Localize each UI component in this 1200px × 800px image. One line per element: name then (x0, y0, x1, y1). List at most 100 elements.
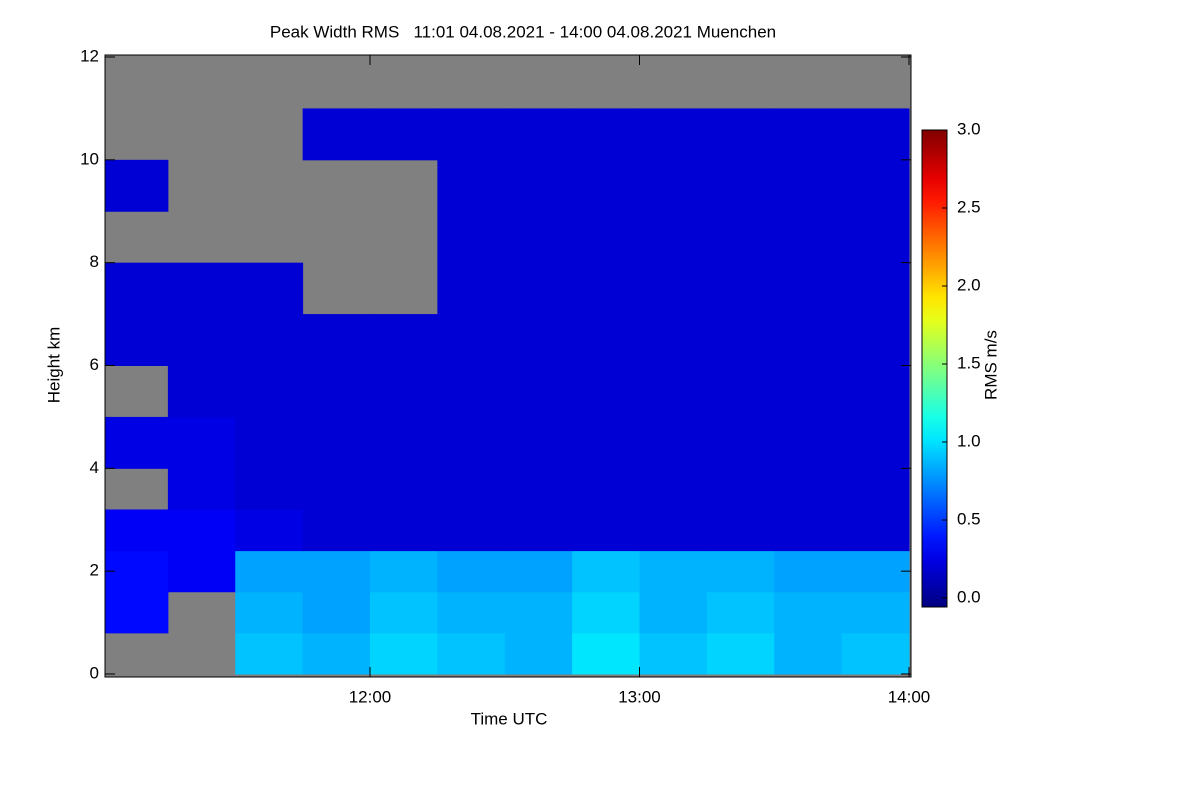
heatmap-cell (706, 314, 775, 366)
colorbar-tick-label: 2.5 (957, 197, 981, 216)
heatmap-cell (504, 108, 573, 161)
heatmap-cell (706, 262, 775, 315)
heatmap-cell (437, 468, 506, 510)
heatmap-cell (706, 416, 775, 469)
heatmap-cell (504, 509, 573, 552)
heatmap-cell (235, 365, 304, 418)
heatmap-cell (706, 591, 775, 634)
colorbar-tick-label: 2.0 (957, 275, 981, 294)
colorbar-label: RMS m/s (981, 330, 1000, 400)
heatmap-cell (369, 632, 438, 675)
heatmap-cell (369, 416, 438, 469)
y-tick-label: 12 (80, 46, 99, 65)
heatmap-cell (105, 314, 169, 366)
heatmap-cell (504, 468, 573, 510)
heatmap-cell (437, 211, 506, 264)
heatmap-cell (841, 314, 910, 366)
heatmap-cell (167, 314, 236, 366)
heatmap-cell (504, 314, 573, 366)
heatmap-cell (437, 314, 506, 366)
heatmap-cell (572, 262, 640, 315)
heatmap-cell (235, 632, 304, 675)
heatmap-cell (504, 159, 573, 212)
y-tick-label: 8 (90, 252, 99, 271)
heatmap-cell (437, 509, 506, 552)
heatmap-cell (235, 262, 304, 315)
heatmap-cell (841, 468, 910, 510)
heatmap-cell (105, 159, 169, 212)
colorbar-tick-label: 1.0 (957, 431, 981, 450)
heatmap-cell (235, 509, 304, 552)
heatmap-cell (774, 632, 843, 675)
heatmap-cell (572, 632, 640, 675)
heatmap-cell (841, 159, 910, 212)
heatmap-cell (504, 550, 573, 593)
heatmap-cell (774, 509, 843, 552)
heatmap-cell (572, 211, 640, 264)
heatmap-cell (639, 314, 708, 366)
colorbar (921, 129, 948, 608)
heatmap-cell (639, 591, 708, 634)
chart-title: Peak Width RMS 11:01 04.08.2021 - 14:00 … (270, 22, 776, 41)
heatmap-cell (774, 550, 843, 593)
heatmap-cell (841, 365, 910, 418)
heatmap-cell (572, 509, 640, 552)
heatmap-cell (437, 262, 506, 315)
heatmap-cell (706, 211, 775, 264)
y-axis-label: Height km (44, 327, 63, 404)
heatmap-cell (167, 468, 236, 510)
heatmap-cell (235, 314, 304, 366)
heatmap-cell (639, 108, 708, 161)
heatmap-cell (774, 314, 843, 366)
heatmap-cell (572, 314, 640, 366)
heatmap-cell (639, 365, 708, 418)
heatmap-cell (302, 416, 371, 469)
heatmap-cell (105, 509, 169, 552)
heatmap-cell (639, 211, 708, 264)
heatmap-cell (302, 509, 371, 552)
heatmap-cell (639, 632, 708, 675)
heatmap-cell (572, 108, 640, 161)
heatmap-cell (302, 591, 371, 634)
heatmap-cell (774, 468, 843, 510)
heatmap-cell (369, 509, 438, 552)
heatmap-cell (504, 416, 573, 469)
heatmap-cell (167, 365, 236, 418)
heatmap-cell (235, 591, 304, 634)
heatmap-cell (639, 416, 708, 469)
y-tick-label: 2 (90, 561, 99, 580)
heatmap-cell (167, 262, 236, 315)
heatmap-cell (302, 314, 371, 366)
heatmap-cell (437, 416, 506, 469)
heatmap-cell (105, 550, 169, 593)
heatmap-cell (706, 632, 775, 675)
heatmap-cell (572, 416, 640, 469)
heatmap-cell (302, 108, 371, 161)
heatmap-cell (841, 416, 910, 469)
heatmap-cell (167, 509, 236, 552)
colorbar-tick-label: 0.5 (957, 509, 981, 528)
heatmap-cell (774, 416, 843, 469)
heatmap-cell (706, 468, 775, 510)
heatmap-cell (504, 632, 573, 675)
heatmap-cell (841, 509, 910, 552)
y-tick-label: 10 (80, 149, 99, 168)
x-tick-label: 14:00 (888, 687, 931, 706)
heatmap-cell (841, 262, 910, 315)
heatmap-cell (235, 550, 304, 593)
heatmap-cell (841, 108, 910, 161)
heatmap-cell (302, 365, 371, 418)
heatmap-cell (437, 108, 506, 161)
colorbar-tick-label: 1.5 (957, 353, 981, 372)
heatmap-cell (504, 262, 573, 315)
heatmap-cell (706, 159, 775, 212)
heatmap-cell (167, 550, 236, 593)
colorbar-tick-label: 3.0 (957, 119, 981, 138)
colorbar-tick-label: 0.0 (957, 587, 981, 606)
heatmap-cell (841, 632, 910, 675)
heatmap-cell (639, 468, 708, 510)
heatmap-cell (235, 468, 304, 510)
heatmap-cell (706, 365, 775, 418)
heatmap-cell (105, 416, 169, 469)
heatmap-cell (572, 159, 640, 212)
